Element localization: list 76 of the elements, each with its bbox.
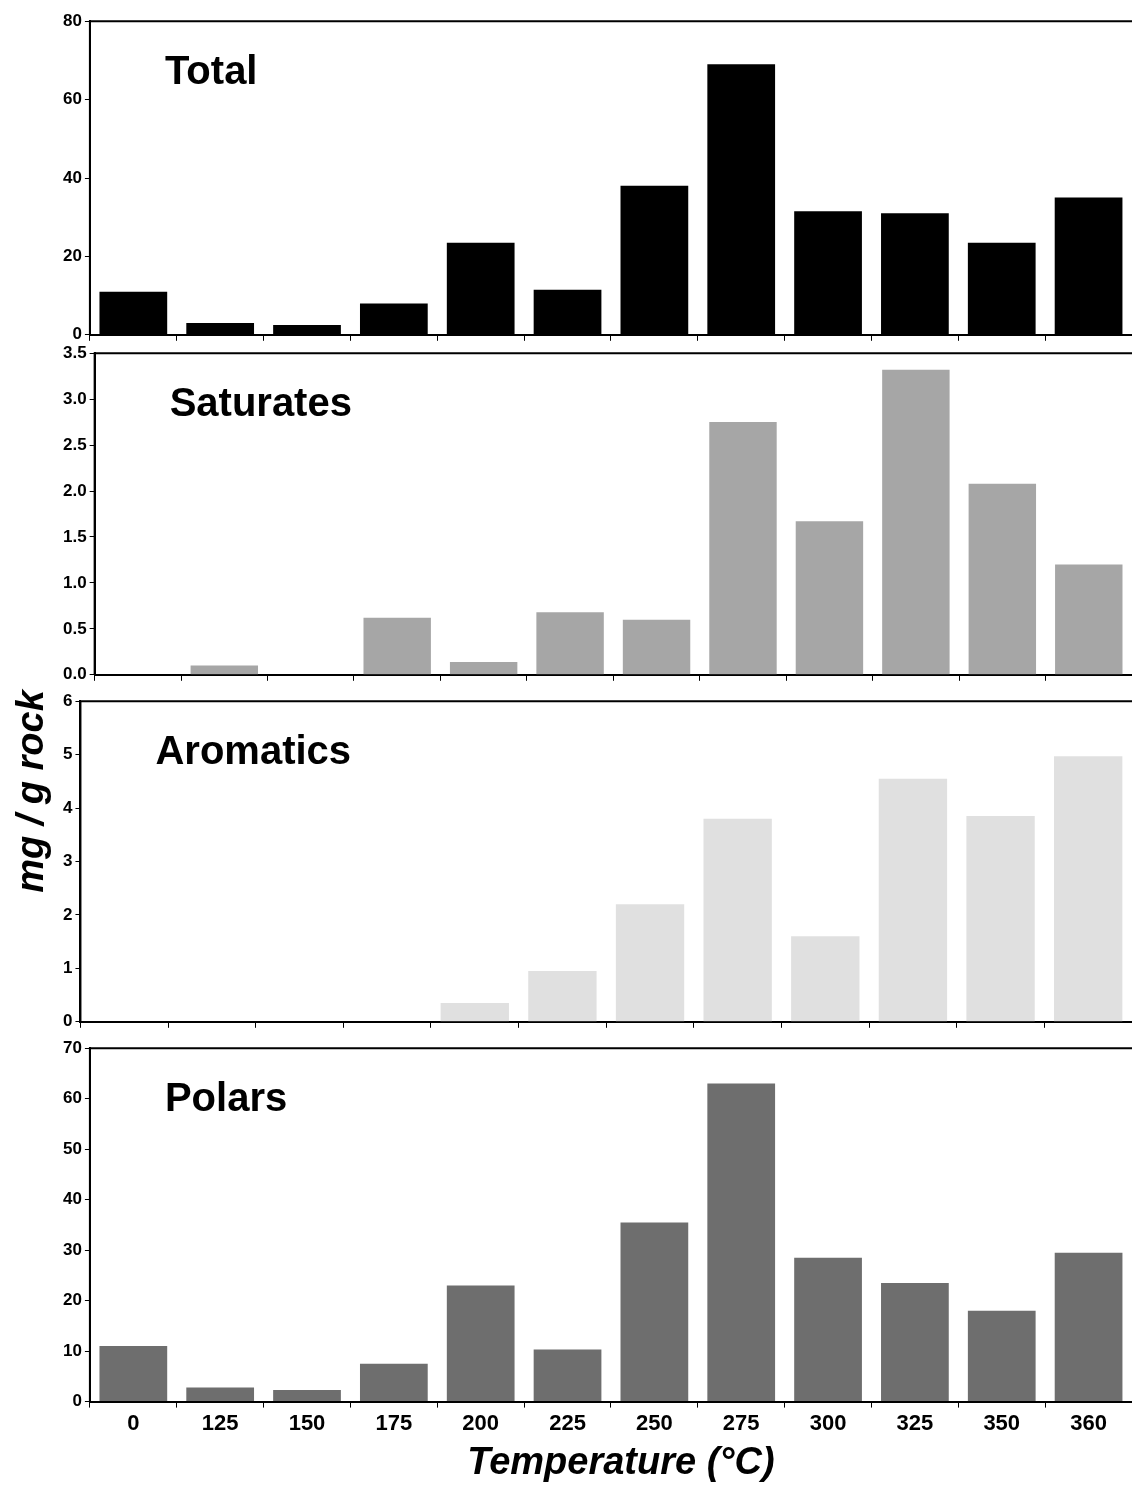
y-tick-label: 0 (72, 1391, 82, 1411)
bar (709, 422, 777, 675)
bar (1055, 564, 1123, 675)
bar (882, 369, 950, 675)
bar (186, 1387, 255, 1402)
y-tick-label: 60 (62, 1088, 82, 1108)
y-tick-label: 20 (62, 246, 82, 266)
x-tick-label: 250 (636, 1409, 673, 1435)
x-tick-label: 200 (462, 1409, 500, 1435)
x-axis-title: Temperature (°C) (466, 1440, 776, 1483)
x-tick-label: 325 (896, 1409, 934, 1435)
y-tick-label: 2 (62, 904, 73, 924)
y-tick-label: 3.0 (62, 388, 87, 408)
bar (359, 1363, 428, 1402)
bar (707, 1083, 776, 1402)
y-tick-label: 60 (62, 89, 82, 109)
y-tick-label: 0.5 (62, 618, 87, 638)
bar (878, 778, 948, 1022)
x-tick-label: 360 (1070, 1409, 1107, 1435)
bar (536, 612, 604, 675)
bar (795, 521, 864, 675)
bar (363, 617, 431, 675)
y-tick-label: 1 (62, 958, 73, 978)
bar (533, 1349, 602, 1402)
bar (1054, 756, 1123, 1022)
x-tick-label: 125 (201, 1409, 239, 1435)
text: Saturates (169, 380, 352, 425)
y-tick-label: 80 (62, 10, 82, 30)
bar (622, 619, 691, 675)
bar (968, 483, 1037, 675)
y-tick-label: 20 (62, 1290, 82, 1310)
y-tick-label: 3.5 (62, 342, 87, 362)
x-tick-label: 150 (288, 1409, 326, 1435)
y-tick-label: 10 (62, 1340, 82, 1360)
bar (190, 665, 259, 675)
bar (440, 1003, 509, 1022)
y-tick-label: 40 (62, 1189, 82, 1209)
y-tick-label: 0.0 (62, 664, 87, 684)
y-tick-label: 70 (62, 1037, 82, 1057)
bar (1054, 1252, 1123, 1402)
y-tick-label: 30 (62, 1239, 82, 1259)
y-tick-label: 2.0 (62, 480, 87, 500)
y-tick-label: 5 (62, 744, 73, 764)
bar (273, 1389, 341, 1402)
y-tick-label: 40 (62, 167, 82, 187)
bar (791, 936, 860, 1022)
y-axis-title: mg / g rock (8, 688, 52, 895)
y-tick-label: 1.0 (62, 572, 87, 592)
bar (967, 1310, 1036, 1402)
bar (528, 971, 597, 1022)
bar (703, 818, 772, 1022)
y-tick-label: 1.5 (62, 526, 87, 546)
x-tick-label: 350 (983, 1409, 1021, 1435)
text: Polars (164, 1075, 288, 1120)
bar (99, 1346, 168, 1402)
bar (449, 661, 518, 675)
bar (446, 1285, 515, 1402)
y-tick-label: 0 (72, 324, 82, 344)
y-tick-label: 3 (62, 851, 73, 871)
x-tick-label: 175 (375, 1409, 413, 1435)
y-tick-label: 6 (62, 690, 73, 710)
text: Total (164, 48, 258, 93)
bar (615, 904, 685, 1022)
bar (620, 1222, 689, 1402)
bar (966, 816, 1035, 1022)
y-tick-label: 50 (62, 1138, 82, 1158)
y-tick-label: 2.5 (62, 434, 87, 454)
y-tick-label: 0 (62, 1011, 73, 1031)
y-tick-label: 4 (62, 797, 73, 817)
x-tick-label: 225 (549, 1409, 586, 1435)
x-tick-label: 300 (809, 1409, 847, 1435)
x-tick-label: 0 (127, 1409, 140, 1435)
x-tick-label: 275 (722, 1409, 760, 1435)
text: Aromatics (155, 728, 352, 773)
bar (794, 1257, 862, 1402)
bar (881, 1282, 949, 1402)
